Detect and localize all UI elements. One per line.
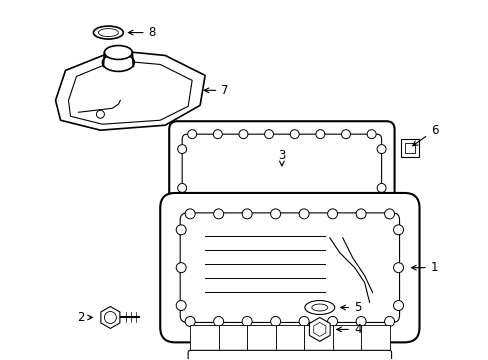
- Circle shape: [355, 316, 366, 327]
- Ellipse shape: [98, 28, 118, 37]
- Circle shape: [264, 237, 273, 246]
- Bar: [404, 143, 414, 153]
- Circle shape: [270, 316, 280, 327]
- Ellipse shape: [311, 304, 327, 311]
- Circle shape: [213, 237, 222, 246]
- Circle shape: [177, 222, 186, 231]
- Bar: [218, 325, 246, 355]
- FancyBboxPatch shape: [188, 350, 391, 360]
- Text: 6: 6: [412, 124, 437, 146]
- Polygon shape: [101, 306, 120, 328]
- Text: 3: 3: [278, 149, 285, 166]
- Circle shape: [270, 209, 280, 219]
- Bar: [246, 325, 275, 355]
- FancyBboxPatch shape: [180, 213, 399, 323]
- Polygon shape: [68, 60, 192, 124]
- Bar: [332, 325, 360, 355]
- Circle shape: [177, 184, 186, 193]
- Circle shape: [264, 130, 273, 139]
- Circle shape: [177, 145, 186, 154]
- Circle shape: [393, 301, 403, 310]
- FancyBboxPatch shape: [182, 134, 381, 242]
- Circle shape: [341, 237, 350, 246]
- Circle shape: [376, 222, 386, 231]
- Circle shape: [104, 311, 116, 323]
- Circle shape: [185, 316, 195, 327]
- Circle shape: [299, 209, 308, 219]
- Circle shape: [187, 130, 196, 139]
- Ellipse shape: [93, 26, 123, 39]
- Circle shape: [213, 209, 223, 219]
- Polygon shape: [313, 323, 325, 336]
- Circle shape: [366, 237, 375, 246]
- Circle shape: [384, 209, 394, 219]
- Circle shape: [315, 130, 324, 139]
- Text: 5: 5: [340, 301, 361, 314]
- Text: 7: 7: [203, 84, 228, 97]
- Circle shape: [366, 130, 375, 139]
- Circle shape: [341, 130, 350, 139]
- Circle shape: [315, 237, 324, 246]
- Bar: [304, 325, 332, 355]
- Circle shape: [393, 225, 403, 235]
- Text: 1: 1: [411, 261, 437, 274]
- Text: 2: 2: [77, 311, 92, 324]
- Circle shape: [393, 263, 403, 273]
- Circle shape: [176, 263, 186, 273]
- Circle shape: [187, 237, 196, 246]
- Bar: [400, 139, 418, 157]
- Circle shape: [213, 130, 222, 139]
- Ellipse shape: [102, 54, 134, 71]
- Circle shape: [290, 130, 299, 139]
- Text: 4: 4: [336, 323, 361, 336]
- Circle shape: [96, 110, 104, 118]
- Circle shape: [213, 316, 223, 327]
- Circle shape: [242, 209, 252, 219]
- Polygon shape: [309, 318, 329, 341]
- Circle shape: [384, 316, 394, 327]
- Circle shape: [327, 209, 337, 219]
- Circle shape: [176, 225, 186, 235]
- Bar: [360, 325, 389, 355]
- Circle shape: [376, 184, 386, 193]
- Circle shape: [239, 130, 247, 139]
- Circle shape: [242, 316, 252, 327]
- Circle shape: [239, 237, 247, 246]
- Circle shape: [327, 316, 337, 327]
- Circle shape: [355, 209, 366, 219]
- Bar: [190, 325, 218, 355]
- Circle shape: [299, 316, 308, 327]
- Ellipse shape: [304, 301, 334, 315]
- Circle shape: [376, 145, 386, 154]
- FancyBboxPatch shape: [169, 121, 394, 255]
- Ellipse shape: [104, 45, 132, 59]
- Bar: [275, 325, 304, 355]
- FancyBboxPatch shape: [160, 193, 419, 342]
- Polygon shape: [56, 50, 204, 130]
- Circle shape: [176, 301, 186, 310]
- Circle shape: [185, 209, 195, 219]
- Circle shape: [290, 237, 299, 246]
- Text: 8: 8: [128, 26, 156, 39]
